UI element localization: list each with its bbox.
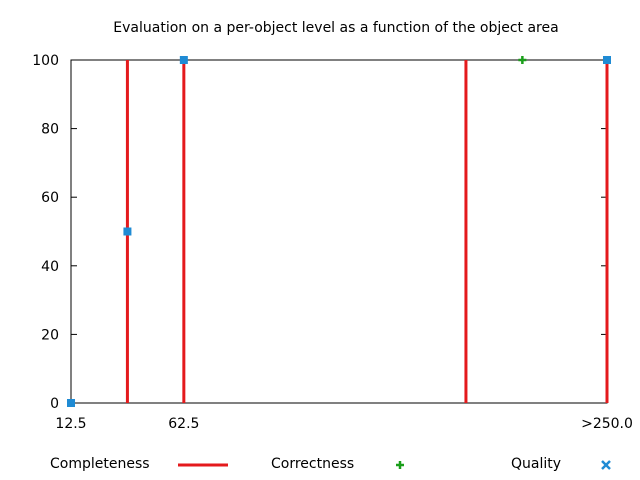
legend-label-completeness: Completeness: [50, 456, 150, 472]
quality-point: [67, 399, 75, 407]
x-tick-label: >250.0: [581, 416, 633, 432]
legend: Completeness Correctness Quality: [0, 452, 640, 478]
y-tick-label: 80: [41, 122, 59, 138]
chart-title: Evaluation on a per-object level as a fu…: [113, 20, 558, 36]
y-axis: 0 20 40 60 80 100: [32, 53, 607, 412]
quality-point: [123, 227, 132, 236]
legend-swatch-correctness: [396, 461, 404, 469]
legend-swatch-quality: [601, 460, 611, 470]
y-tick-label: 0: [50, 396, 59, 412]
y-tick-label: 40: [41, 259, 59, 275]
correctness-point: [518, 56, 527, 64]
legend-label-quality: Quality: [511, 456, 562, 472]
legend-item-quality: Quality: [440, 452, 640, 478]
series-layer: [67, 56, 611, 407]
y-tick-label: 20: [41, 327, 59, 343]
quality-point: [179, 56, 188, 64]
quality-point: [603, 56, 611, 64]
y-tick-label: 60: [41, 190, 59, 206]
legend-label-correctness: Correctness: [271, 456, 355, 472]
legend-item-completeness: Completeness: [0, 452, 240, 478]
x-tick-label: 62.5: [168, 416, 199, 432]
x-tick-label: 12.5: [55, 416, 86, 432]
y-tick-label: 100: [32, 53, 59, 69]
plot-frame: [70, 59, 608, 404]
legend-item-correctness: Correctness: [240, 452, 440, 478]
x-axis: 12.5 62.5 >250.0: [55, 60, 633, 432]
